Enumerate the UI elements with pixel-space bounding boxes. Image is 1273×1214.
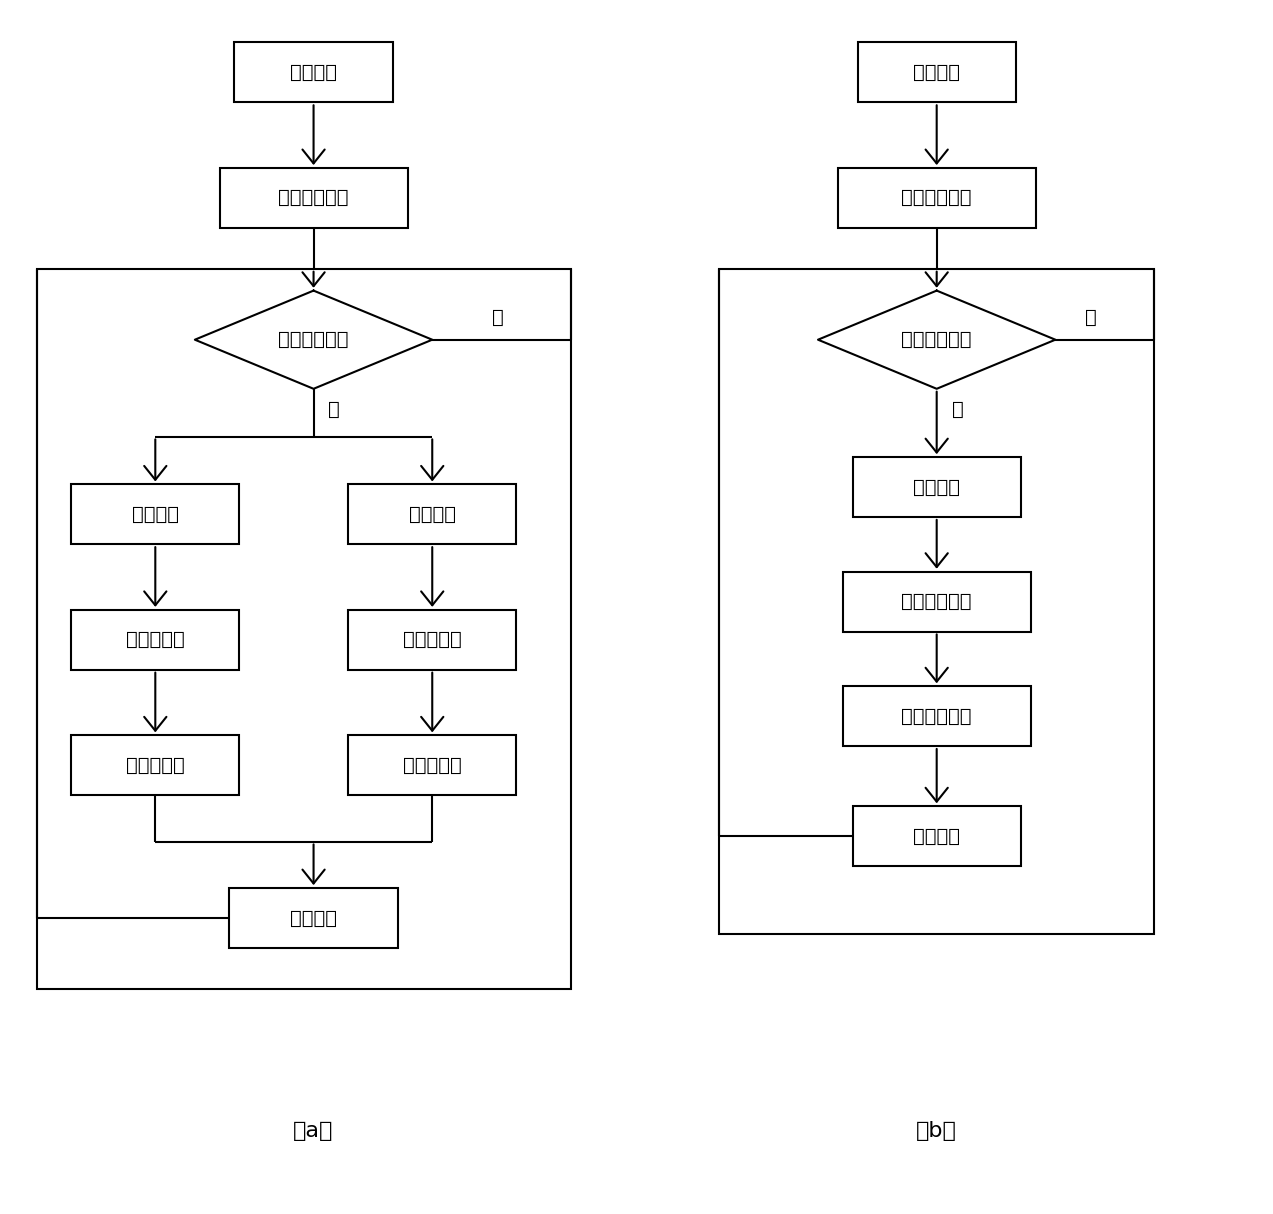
Bar bbox=[229, 887, 397, 948]
Bar bbox=[71, 609, 239, 670]
Bar bbox=[838, 168, 1036, 228]
Text: 发送至外部: 发送至外部 bbox=[126, 755, 185, 775]
Bar bbox=[843, 686, 1031, 747]
Text: 机构检测设置: 机构检测设置 bbox=[901, 188, 973, 208]
Text: 是: 是 bbox=[328, 399, 340, 419]
Text: 否: 否 bbox=[491, 308, 503, 328]
Text: 内部数据: 内部数据 bbox=[409, 505, 456, 523]
Text: 设置标志: 设置标志 bbox=[913, 827, 960, 846]
Bar bbox=[234, 42, 392, 102]
Bar bbox=[858, 42, 1016, 102]
Text: 是: 是 bbox=[951, 399, 964, 419]
Polygon shape bbox=[819, 290, 1055, 388]
Bar bbox=[853, 456, 1021, 517]
Text: 内转外协议: 内转外协议 bbox=[402, 630, 462, 649]
Bar bbox=[349, 609, 517, 670]
Text: 机构过程控制: 机构过程控制 bbox=[901, 707, 973, 726]
Text: （b）: （b） bbox=[917, 1121, 957, 1141]
Bar bbox=[71, 484, 239, 544]
Text: 外部数据: 外部数据 bbox=[132, 505, 178, 523]
Bar bbox=[349, 484, 517, 544]
Text: 是否收到数据: 是否收到数据 bbox=[279, 330, 349, 350]
Bar bbox=[843, 572, 1031, 631]
Bar bbox=[349, 736, 517, 795]
Text: 外转内协议: 外转内协议 bbox=[126, 630, 185, 649]
Text: 设置标志: 设置标志 bbox=[290, 908, 337, 927]
Bar bbox=[37, 268, 570, 989]
Bar bbox=[71, 736, 239, 795]
Text: 启动周期中断: 启动周期中断 bbox=[901, 592, 973, 611]
Text: 否: 否 bbox=[1085, 308, 1097, 328]
Polygon shape bbox=[195, 290, 433, 388]
Text: 加电启动: 加电启动 bbox=[913, 63, 960, 81]
Text: 发送至内部: 发送至内部 bbox=[402, 755, 462, 775]
Text: 加电启动: 加电启动 bbox=[290, 63, 337, 81]
Bar bbox=[220, 168, 407, 228]
Text: 是否收到数据: 是否收到数据 bbox=[901, 330, 973, 350]
Text: 发送内测数据: 发送内测数据 bbox=[279, 188, 349, 208]
Bar bbox=[719, 268, 1155, 935]
Text: 设置参数: 设置参数 bbox=[913, 477, 960, 497]
Bar bbox=[853, 806, 1021, 866]
Text: （a）: （a） bbox=[293, 1121, 334, 1141]
